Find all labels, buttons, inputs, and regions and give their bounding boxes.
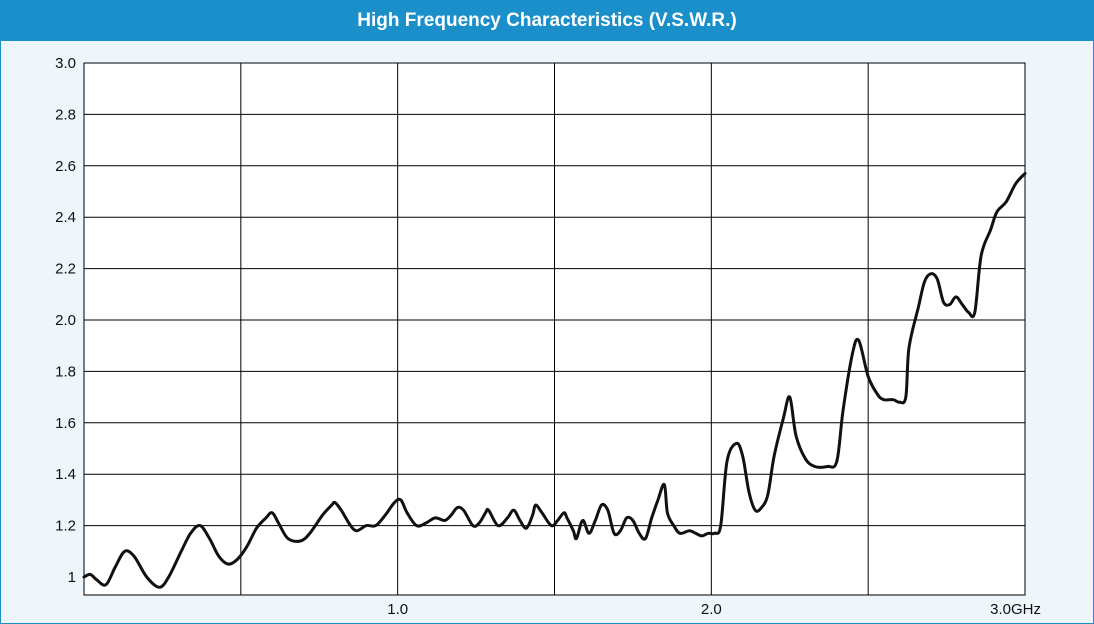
y-tick-label: 1.6 [55,415,76,432]
y-tick-label: 2.8 [55,106,76,123]
y-tick-label: 2.4 [55,209,76,226]
y-tick-label: 2.2 [55,261,76,278]
x-axis-ticks: 1.0 2.0 3.0GHz [387,601,1041,618]
y-axis-ticks: 1 1.2 1.4 1.6 1.8 2.0 2.2 2.4 2.6 2.8 3.0 [55,55,76,586]
x-tick-label: 3.0GHz [990,601,1041,618]
y-tick-label: 2.0 [55,312,76,329]
x-tick-label: 1.0 [387,601,408,618]
y-tick-label: 1.2 [55,518,76,535]
y-tick-label: 1.8 [55,363,76,380]
vswr-series-line [82,172,1027,589]
y-tick-label: 2.6 [55,158,76,175]
y-tick-label: 1.4 [55,466,76,483]
chart-title: High Frequency Characteristics (V.S.W.R.… [1,1,1093,41]
x-tick-label: 2.0 [701,601,722,618]
y-tick-label: 1 [68,569,76,586]
y-tick-label: 3.0 [55,55,76,72]
